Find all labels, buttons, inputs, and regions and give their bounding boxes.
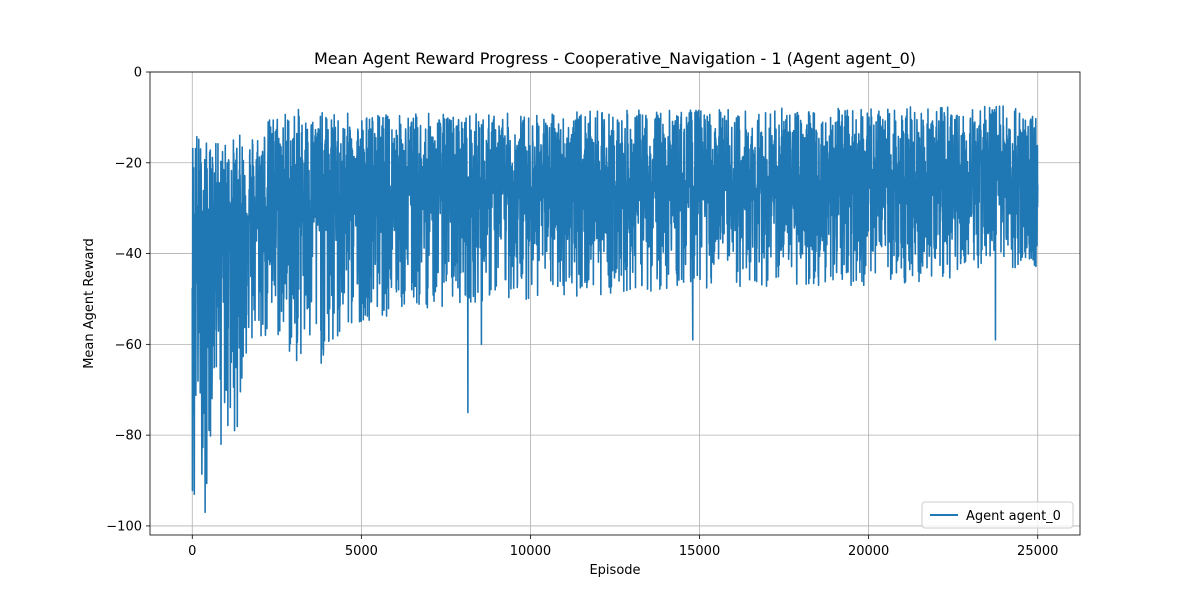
x-tick-label: 15000 bbox=[679, 544, 720, 559]
legend-label: Agent agent_0 bbox=[966, 509, 1061, 524]
x-tick-label: 25000 bbox=[1017, 544, 1058, 559]
legend: Agent agent_0 bbox=[921, 501, 1074, 529]
axes-frame bbox=[149, 71, 1081, 536]
chart-title: Mean Agent Reward Progress - Cooperative… bbox=[314, 49, 916, 69]
x-tick-label: 0 bbox=[188, 544, 196, 559]
legend-box bbox=[921, 501, 1074, 529]
y-tick-label: −60 bbox=[115, 338, 142, 353]
y-axis-label: Mean Agent Reward bbox=[82, 238, 97, 369]
x-axis-label: Episode bbox=[589, 563, 640, 578]
y-tick-label: −100 bbox=[106, 519, 142, 534]
y-tick-label: −80 bbox=[115, 429, 142, 444]
ticks: 0 5000 10000 15000 20000 25000 0 −20 −40 −60 −80 −1… bbox=[106, 66, 1058, 560]
y-tick-label: −20 bbox=[115, 156, 142, 171]
series-line-agent-agent-0 bbox=[191, 105, 1039, 514]
y-tick-label: 0 bbox=[134, 66, 142, 81]
x-tick-label: 10000 bbox=[510, 544, 551, 559]
x-tick-label: 5000 bbox=[345, 544, 378, 559]
y-tick-label: −40 bbox=[115, 247, 142, 262]
series-layer bbox=[191, 105, 1039, 514]
x-tick-label: 20000 bbox=[848, 544, 889, 559]
